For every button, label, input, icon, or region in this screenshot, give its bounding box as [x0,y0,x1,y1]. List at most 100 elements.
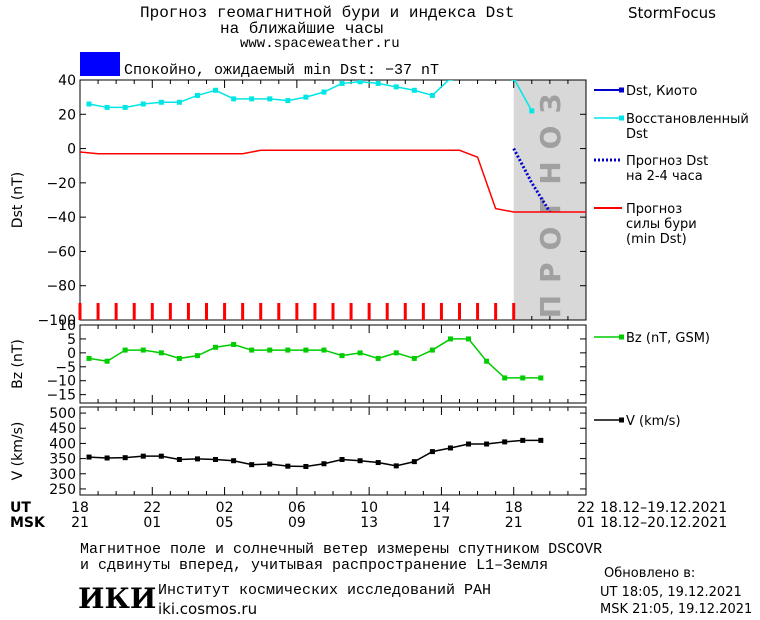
status-text: Спокойно, ожидаемый min Dst: −37 nT [124,62,440,79]
data-point [339,456,345,462]
data-point [285,463,291,469]
y-axis-label: Dst (nT) [10,172,26,228]
legend-label: V (km/s) [626,414,681,429]
chart-title-line2: на ближайшие часы [220,20,384,38]
data-point [484,358,490,364]
panel-frame [79,324,587,404]
y-tick-label: 40 [58,73,76,89]
data-point [393,350,399,356]
data-point [140,347,146,353]
y-tick-label: 400 [49,436,76,452]
data-point [520,437,526,443]
forecast-zone-label: ПРОГНОЗ [534,82,567,319]
data-point [429,92,435,98]
institute-name: Институт космических исследований РАН [158,582,492,599]
status-indicator [80,52,120,76]
data-point [140,101,146,107]
data-point [466,336,472,342]
data-point [321,89,327,95]
ut-tick-label: 22 [143,500,161,516]
legend-label: (min Dst) [626,232,687,247]
msk-tick-label: 13 [360,515,378,531]
legend-marker [619,115,624,121]
legend-label: Прогноз [626,202,682,217]
data-point [538,437,544,443]
data-point [321,347,327,353]
data-point [357,458,363,464]
legend-label: на 2-4 часа [626,169,703,184]
data-point [104,358,110,364]
msk-tick-label: 01 [577,515,595,531]
dst-panel: 40 20 0 −20 −40 −60 −80 −100 Dst (nT) [10,73,587,329]
ut-tick-label: 02 [216,500,234,516]
legend-marker [619,334,624,340]
legend-marker [619,417,624,423]
ut-tick-label: 10 [360,500,378,516]
series-line [88,80,533,112]
series-line [88,338,541,379]
updated-label: Обновлено в: [604,566,696,581]
source-url[interactable]: www.spaceweather.ru [240,36,400,52]
data-point [194,456,200,462]
data-point [213,87,219,93]
data-point [249,347,255,353]
data-point [393,463,399,469]
data-point [511,80,517,81]
ut-label: UT [10,500,31,516]
data-point [231,458,237,464]
y-tick-label: 250 [49,482,76,498]
data-point [357,80,363,85]
y-tick-label: −15 [46,388,76,404]
y-tick-label: 350 [49,452,76,468]
data-point [285,98,291,104]
y-tick-label: 300 [49,467,76,483]
footer-note-line1: Магнитное поле и солнечный ветер измерен… [80,541,603,558]
y-tick-label: −20 [46,176,76,192]
institute-url[interactable]: iki.cosmos.ru [158,600,258,618]
data-point [447,336,453,342]
data-point [231,342,237,347]
data-point [466,441,472,447]
updated-msk: MSK 21:05, 19.12.2021 [600,602,753,617]
msk-label: MSK [10,515,45,531]
data-point [122,455,128,461]
y-tick-label: 500 [49,406,76,422]
data-point [303,347,309,353]
data-point [213,456,219,462]
brand-name: StormFocus [628,4,716,22]
series-line [80,149,586,213]
y-tick-label: 5 [67,332,76,348]
legend-label: Bz (nT, GSM) [626,331,710,346]
data-point [393,84,399,90]
y-tick-label: −80 [46,279,76,295]
data-point [429,347,435,353]
data-point [375,80,381,86]
data-point [158,453,164,459]
ut-tick-label: 14 [433,500,451,516]
panel-frame [79,79,587,321]
data-point [249,96,255,102]
data-point [529,108,535,114]
data-point [303,94,309,100]
series-line [88,439,541,468]
y-tick-label: −40 [46,210,76,226]
data-point [267,96,273,102]
data-point [502,439,508,445]
data-point [502,375,508,381]
ut-tick-label: 22 [577,500,595,516]
data-point [285,347,291,353]
legend-label: Прогноз Dst [626,154,708,169]
data-point [194,92,200,98]
data-point [158,350,164,356]
data-point [321,461,327,467]
data-point [447,445,453,451]
data-point [411,459,417,465]
data-point [520,375,526,381]
data-point [375,460,381,466]
updated-ut: UT 18:05, 19.12.2021 [600,585,742,600]
y-axis-label: Bz (nT) [10,339,26,389]
data-point [86,101,92,107]
y-tick-label: −5 [55,360,76,376]
data-point [339,80,345,86]
